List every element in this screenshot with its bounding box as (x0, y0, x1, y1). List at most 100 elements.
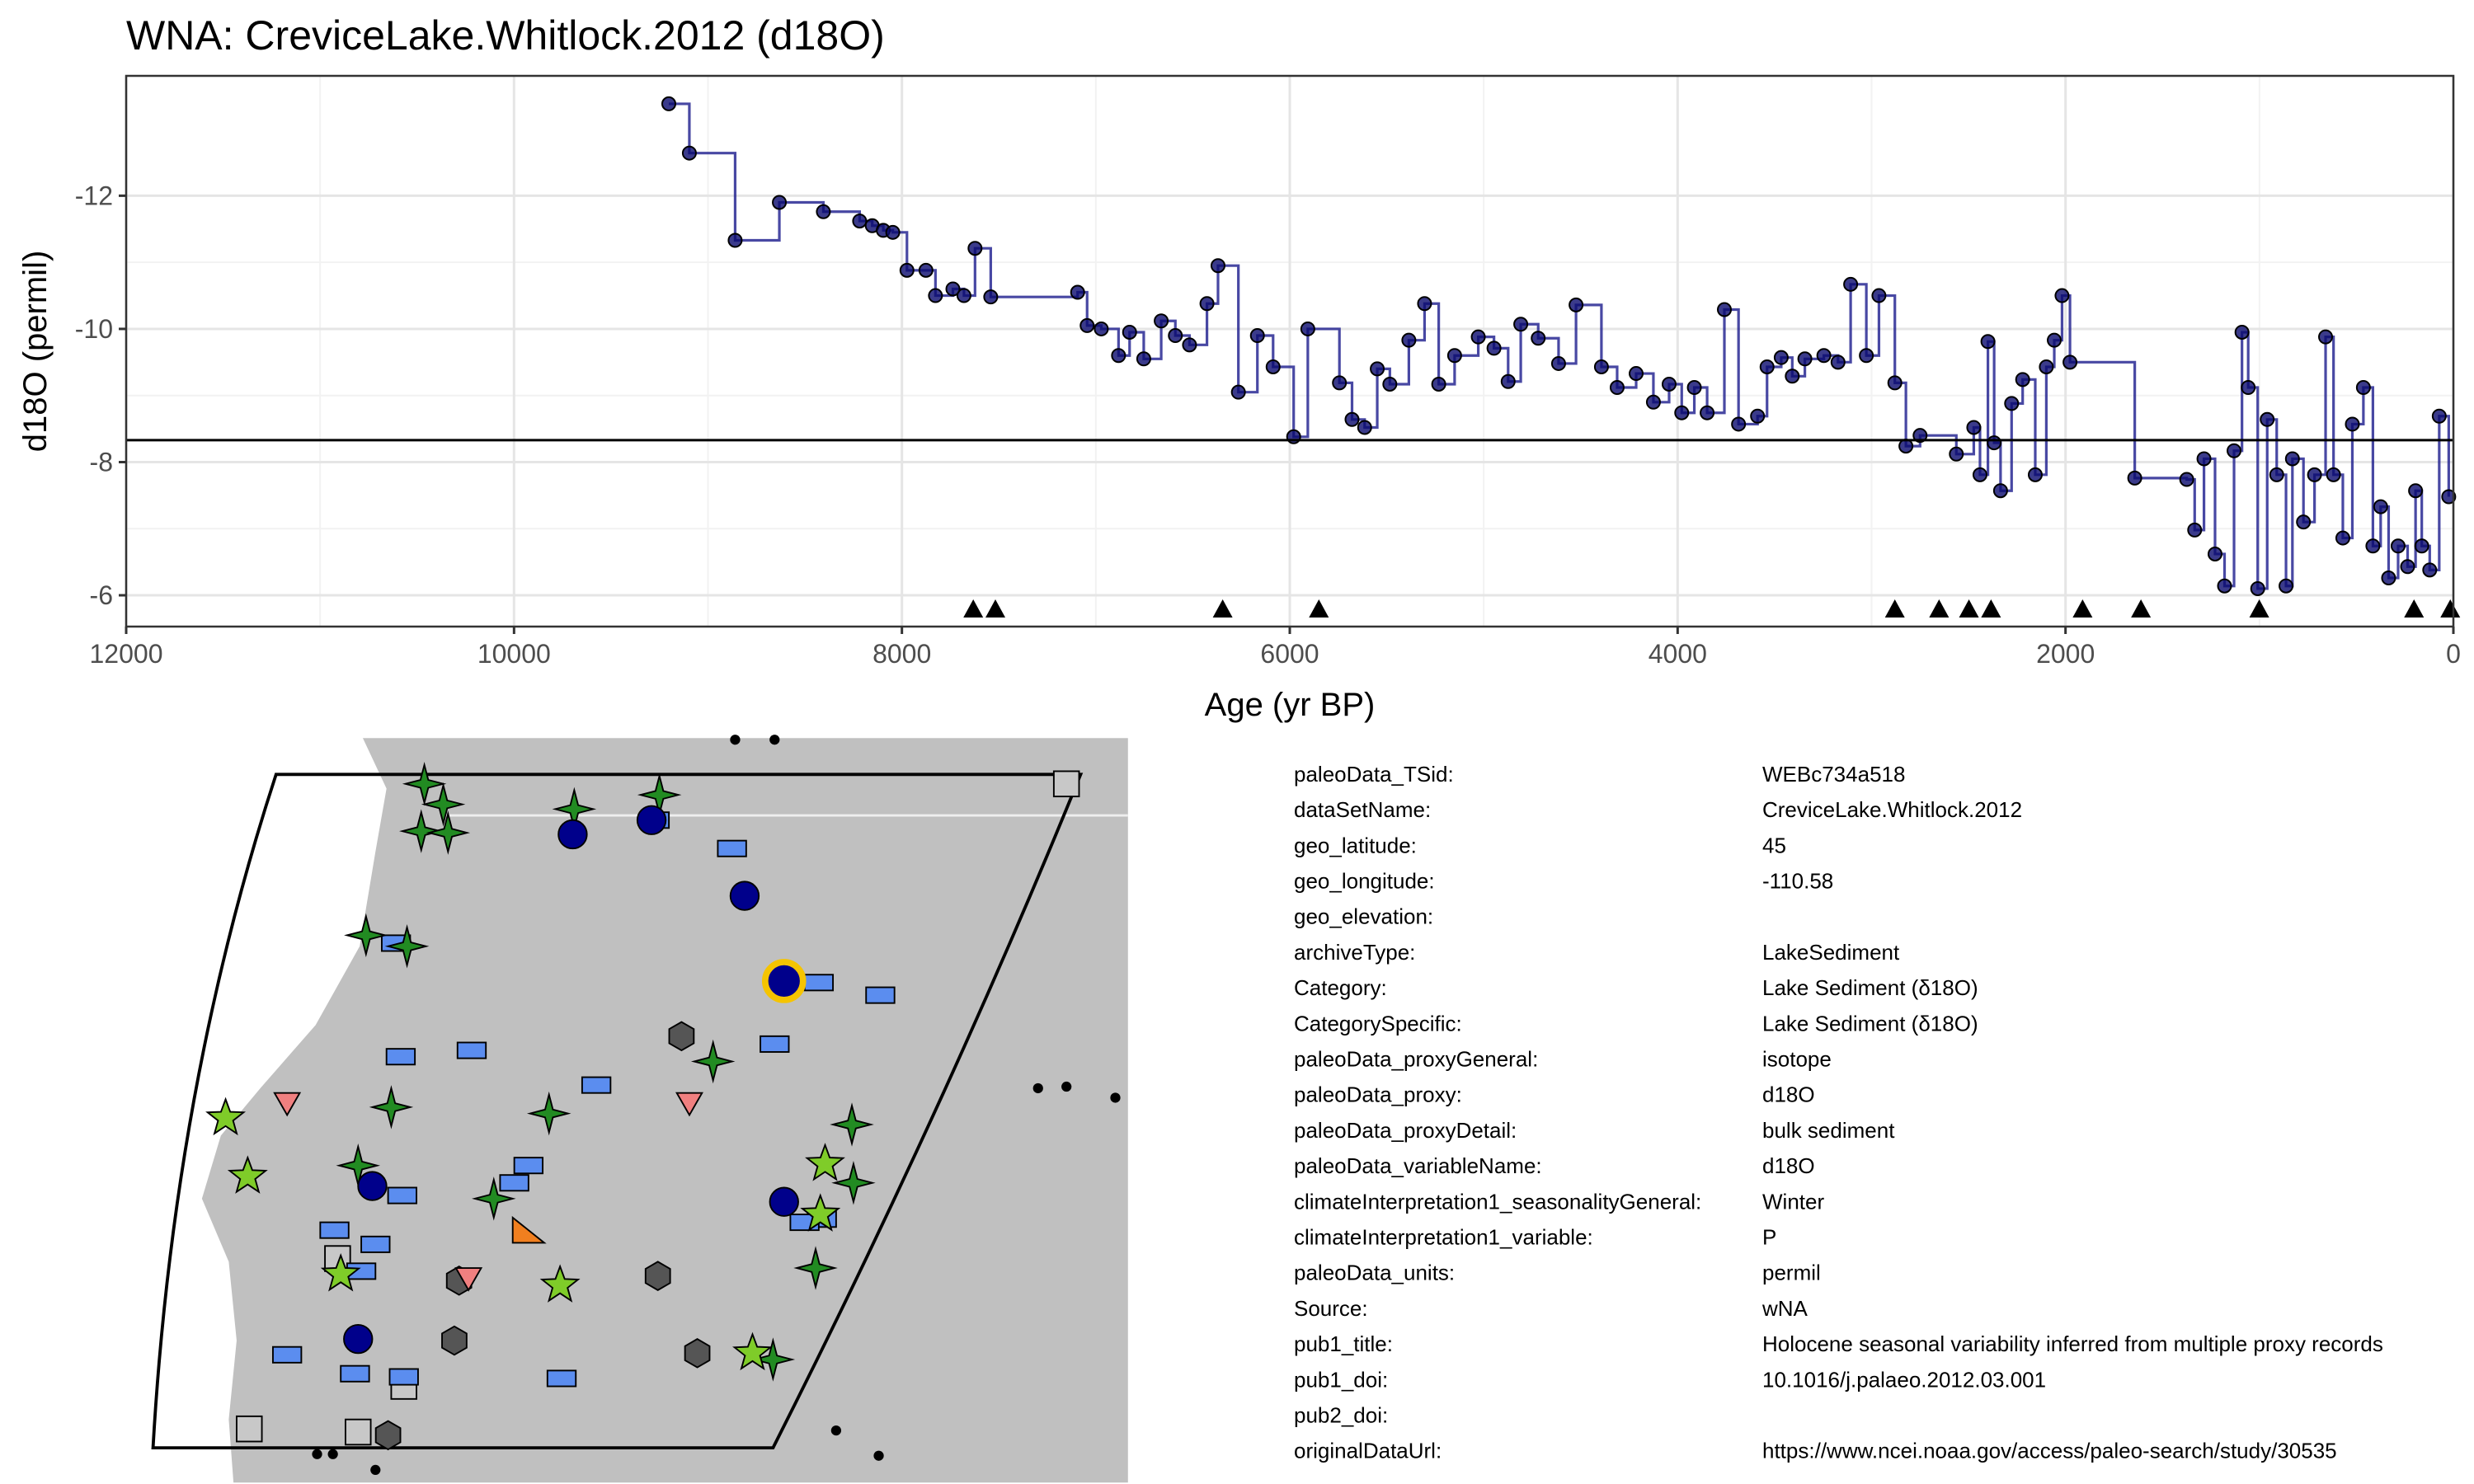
site-marker (312, 1449, 322, 1459)
data-point (1987, 435, 2002, 451)
site-marker (357, 1171, 388, 1201)
site-marker (675, 1092, 703, 1117)
site-marker (513, 1157, 544, 1175)
metadata-key: geo_longitude: (1294, 868, 1435, 893)
site-marker (271, 1345, 303, 1364)
data-point (2127, 470, 2142, 486)
age-control-triangle (1981, 599, 2001, 618)
data-point (2355, 380, 2371, 396)
metadata-value: d18O (1762, 1082, 1815, 1107)
site-marker (1052, 770, 1080, 798)
data-point (1344, 411, 1360, 427)
site-marker (426, 810, 471, 855)
site-marker (340, 1364, 370, 1383)
data-point (1136, 351, 1151, 367)
data-point (1816, 348, 1832, 364)
site-marker (800, 1193, 841, 1232)
data-point (1797, 351, 1813, 367)
metadata-key: paleoData_TSid: (1294, 762, 1454, 787)
data-point (1122, 324, 1137, 340)
site-marker (668, 1021, 695, 1052)
site-marker (387, 1186, 417, 1205)
data-point (1182, 337, 1197, 353)
metadata-key: CategorySpecific: (1294, 1011, 1462, 1036)
metadata-key: pub2_doi: (1294, 1402, 1388, 1427)
data-point (1674, 405, 1690, 420)
metadata-key: climateInterpretation1_seasonalityGenera… (1294, 1189, 1701, 1214)
panel-border (125, 74, 2455, 628)
data-point (2217, 578, 2232, 594)
data-point (2365, 538, 2381, 554)
age-control-triangle (963, 599, 984, 618)
age-control-triangle (2131, 599, 2152, 618)
site-marker (388, 1368, 419, 1386)
x-tick-label: 12000 (90, 639, 163, 669)
data-point (1470, 329, 1486, 345)
metadata-value: isotope (1762, 1046, 1832, 1071)
data-point (1111, 348, 1126, 364)
data-point (1717, 302, 1733, 317)
data-point (1992, 483, 2008, 499)
data-point (1700, 405, 1715, 420)
region-outline (151, 773, 1084, 1450)
data-point (1750, 408, 1766, 424)
data-point (1966, 420, 1982, 435)
x-axis-label: Age (yr BP) (1205, 687, 1376, 723)
site-marker (344, 1418, 372, 1446)
data-point (1871, 288, 1887, 303)
chart-title: WNA: CreviceLake.Whitlock.2012 (d18O) (126, 12, 885, 59)
data-point (1686, 380, 1702, 396)
site-marker (831, 1160, 876, 1205)
site-marker (369, 1085, 414, 1129)
metadata-value: 45 (1762, 833, 1786, 857)
site-marker (399, 809, 444, 853)
data-point (2326, 467, 2341, 482)
selected-site (761, 959, 807, 1003)
data-point (983, 289, 999, 305)
age-control-triangle (1959, 599, 1979, 618)
data-point (2004, 396, 2020, 411)
data-point (1569, 297, 1584, 312)
site-marker (750, 1337, 796, 1382)
site-marker (539, 1264, 581, 1303)
site-marker (235, 1415, 263, 1443)
site-marker (327, 1449, 338, 1459)
site-marker (830, 1425, 842, 1436)
data-point (1265, 359, 1281, 374)
site-marker (421, 782, 466, 827)
data-point (2241, 380, 2256, 396)
metadata-key: paleoData_proxy: (1294, 1082, 1462, 1107)
data-point (1859, 348, 1874, 364)
site-marker (730, 735, 741, 745)
y-tick-label: -6 (90, 580, 113, 610)
site-marker (636, 805, 667, 835)
metadata-value: bulk sediment (1762, 1118, 1895, 1143)
data-point (1645, 394, 1661, 410)
data-point (1417, 296, 1432, 312)
age-control-triangle (2249, 599, 2269, 618)
site-marker (557, 819, 588, 850)
data-point (1531, 331, 1546, 346)
data-point (2345, 416, 2360, 432)
data-point (2414, 538, 2429, 554)
metadata-value: P (1762, 1224, 1776, 1249)
data-point (1357, 420, 1372, 435)
site-marker (360, 1235, 391, 1253)
site-marker (581, 1076, 612, 1094)
metadata-value: Holocene seasonal variability inferred f… (1762, 1331, 2383, 1356)
data-point (2250, 580, 2265, 596)
metadata-value: -110.58 (1762, 868, 1833, 893)
metadata-value: Lake Sediment (δ18O) (1762, 975, 1978, 1000)
age-control-triangle (1929, 599, 1950, 618)
data-point (2187, 522, 2203, 538)
data-point (2279, 578, 2294, 594)
site-marker (454, 1267, 483, 1292)
data-point (1773, 350, 1789, 365)
data-point (727, 232, 743, 248)
x-tick-label: 8000 (872, 639, 931, 669)
site-marker (526, 1091, 571, 1136)
data-point (2408, 483, 2424, 499)
metadata-key: Source: (1294, 1296, 1368, 1321)
data-point (1401, 332, 1417, 348)
